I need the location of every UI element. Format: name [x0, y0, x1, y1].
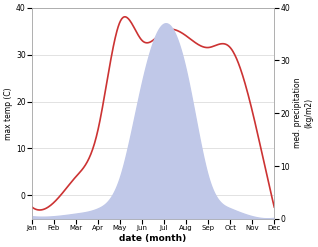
X-axis label: date (month): date (month) [120, 234, 187, 243]
Y-axis label: max temp (C): max temp (C) [4, 87, 13, 140]
Y-axis label: med. precipitation
(kg/m2): med. precipitation (kg/m2) [293, 78, 314, 148]
